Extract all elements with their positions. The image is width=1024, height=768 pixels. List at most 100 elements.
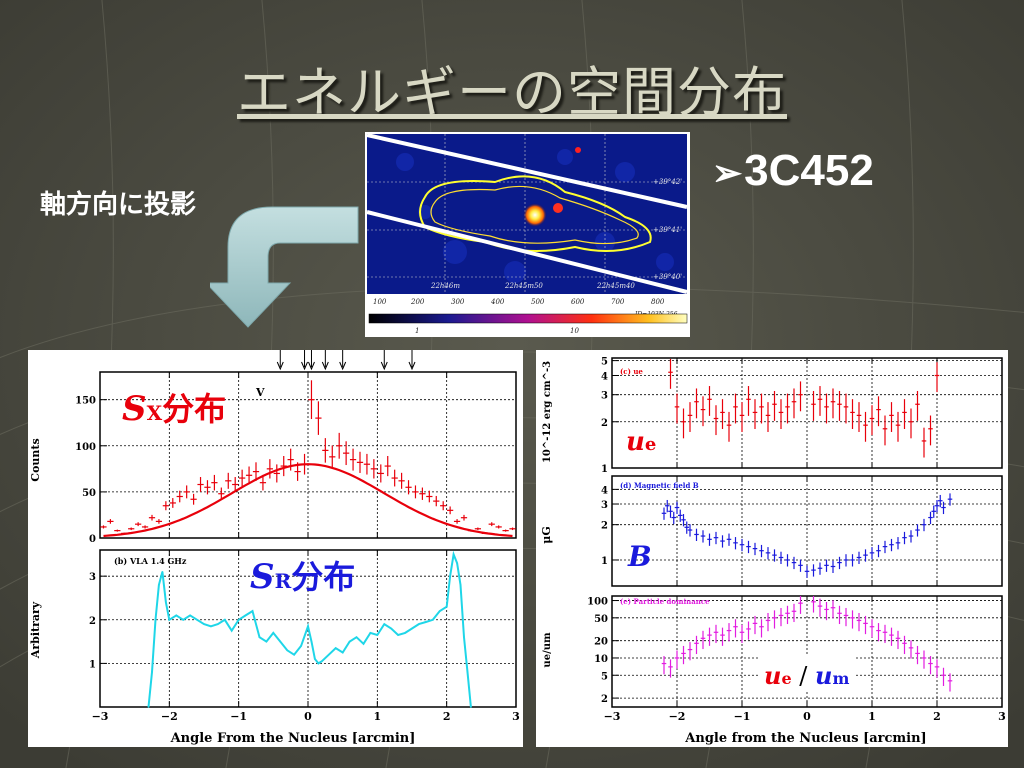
data-point	[726, 533, 732, 546]
data-point	[370, 459, 377, 479]
data-point	[915, 524, 920, 537]
data-point	[321, 660, 323, 663]
data-point	[863, 411, 868, 442]
data-point	[314, 658, 316, 660]
data-point	[232, 477, 239, 492]
arrow-head	[276, 361, 284, 371]
data-point	[307, 625, 309, 628]
data-point	[355, 636, 358, 639]
y-tick-label: 2	[601, 418, 608, 429]
data-point	[459, 584, 462, 586]
data-point	[161, 571, 164, 573]
arrow-head	[408, 361, 416, 371]
data-point	[889, 627, 894, 646]
data-point	[425, 621, 427, 623]
data-point	[895, 411, 901, 442]
data-point	[934, 499, 940, 513]
data-point	[785, 605, 790, 625]
x-tick-label: 0	[803, 710, 811, 723]
data-point	[739, 538, 745, 552]
data-point	[928, 656, 933, 675]
panel-label-v: V	[255, 386, 265, 399]
x-tick-label: −3	[92, 710, 109, 723]
y-tick-label: 1	[89, 659, 96, 670]
data-point	[259, 474, 267, 491]
y-axis-label-b: μG	[540, 526, 553, 543]
y-tick-label: 0	[89, 534, 96, 545]
data-point	[837, 390, 842, 421]
data-point	[470, 706, 472, 708]
data-point	[384, 455, 391, 477]
y-tick-label: 100	[587, 597, 608, 608]
y-tick-label: 2	[601, 521, 608, 532]
data-point	[661, 507, 667, 520]
data-point	[869, 405, 875, 436]
position-arrow-icon	[301, 350, 308, 371]
data-point	[681, 408, 686, 439]
data-point	[811, 596, 816, 613]
data-point	[433, 495, 440, 507]
data-point	[452, 553, 455, 556]
pixel-tick: 800	[651, 298, 665, 306]
data-point	[687, 524, 693, 537]
data-point	[230, 629, 233, 632]
data-point	[674, 650, 680, 669]
x-axis-label: Angle from the Nucleus [arcmin]	[684, 731, 926, 746]
fit-curve	[103, 463, 513, 538]
data-point	[456, 562, 458, 564]
data-point	[447, 506, 454, 515]
data-point	[889, 402, 894, 432]
data-point	[495, 525, 502, 529]
position-arrow-icon	[308, 350, 315, 371]
data-point	[377, 464, 384, 483]
data-point	[190, 493, 197, 505]
ra-label: 22h46m	[430, 282, 460, 290]
data-point	[739, 624, 745, 644]
data-point	[817, 598, 823, 617]
y-tick-label: 150	[75, 396, 96, 407]
projection-label: 軸方向に投影	[40, 190, 197, 220]
data-point	[895, 537, 901, 550]
y-axis-label-counts: Counts	[29, 438, 42, 481]
data-point	[863, 549, 868, 562]
data-point	[895, 630, 901, 650]
data-point	[509, 527, 516, 531]
data-point	[765, 612, 771, 632]
data-point	[176, 490, 183, 503]
data-point	[778, 399, 784, 430]
bullet-arrow-icon: ➢	[712, 152, 743, 193]
chart-magnetic-field: 1 2 3 4	[601, 475, 1003, 587]
colorbar-label: 1	[415, 327, 419, 335]
x-tick-label: −1	[230, 710, 247, 723]
data-point	[856, 402, 862, 432]
y-tick-label: 1	[601, 464, 608, 475]
data-point	[341, 651, 344, 654]
data-point	[915, 645, 920, 665]
data-point	[286, 649, 289, 652]
data-point	[196, 618, 198, 621]
data-point	[739, 402, 745, 432]
data-point	[778, 607, 784, 627]
data-point	[733, 619, 738, 638]
data-point	[168, 618, 171, 621]
panel-title-vla: (b) VLA 1.4 GHz	[114, 556, 187, 566]
panel-title-ue: (c) ue	[620, 367, 643, 376]
data-point	[189, 614, 191, 617]
data-point	[850, 554, 855, 567]
chart-ue: 1 2 3 4 5	[601, 357, 1003, 475]
y-axis-label-arbitrary: Arbitrary	[29, 601, 42, 659]
b-annotation: B	[627, 540, 652, 573]
data-point	[258, 636, 261, 639]
data-point	[798, 381, 803, 412]
data-point	[154, 618, 157, 621]
data-point	[759, 544, 764, 558]
y-tick-label: 5	[601, 357, 608, 368]
data-point	[817, 386, 823, 416]
data-point	[251, 610, 254, 612]
data-point	[449, 575, 451, 577]
data-point	[947, 493, 953, 506]
data-point	[937, 494, 943, 508]
data-point	[928, 511, 933, 525]
data-point	[293, 653, 295, 656]
data-point	[405, 480, 412, 495]
